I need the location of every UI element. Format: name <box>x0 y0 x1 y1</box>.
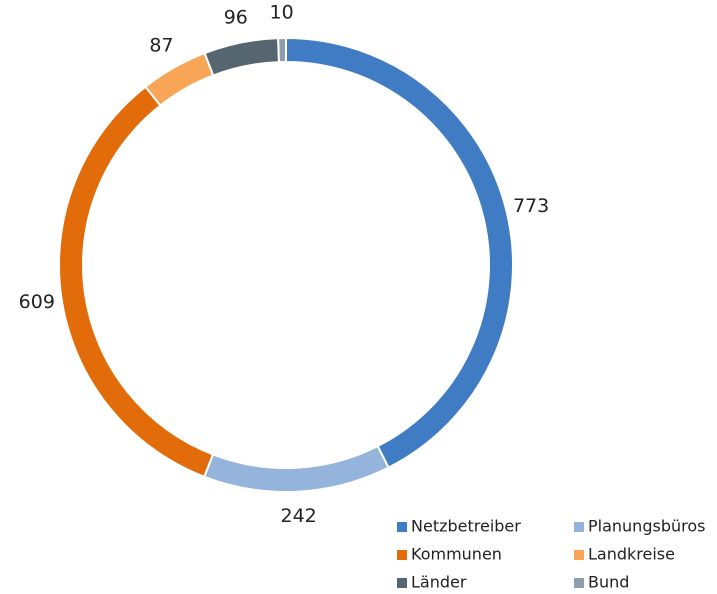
donut-segment <box>203 37 281 77</box>
legend-label: Landkreise <box>588 545 675 564</box>
legend-label: Länder <box>411 573 467 592</box>
data-label: 609 <box>19 291 55 313</box>
data-label: 10 <box>270 2 294 24</box>
legend-swatch <box>574 578 584 588</box>
data-label: 87 <box>149 34 173 56</box>
legend-swatch <box>574 550 584 560</box>
donut-segment <box>277 36 287 64</box>
legend-label: Netzbetreiber <box>411 517 521 536</box>
donut-segment <box>144 51 215 107</box>
legend-swatch <box>397 550 407 560</box>
legend-swatch <box>397 522 407 532</box>
legend-label: Kommunen <box>411 545 502 564</box>
legend-label: Planungsbüros <box>588 517 705 536</box>
donut-segment <box>285 36 514 469</box>
data-label: 773 <box>513 195 549 217</box>
legend-label: Bund <box>588 573 629 592</box>
donut-segment <box>58 85 215 479</box>
donut-segment <box>202 444 390 493</box>
legend-swatch <box>397 578 407 588</box>
legend-swatch <box>574 522 584 532</box>
data-label: 242 <box>280 505 316 527</box>
data-label: 96 <box>224 7 248 29</box>
